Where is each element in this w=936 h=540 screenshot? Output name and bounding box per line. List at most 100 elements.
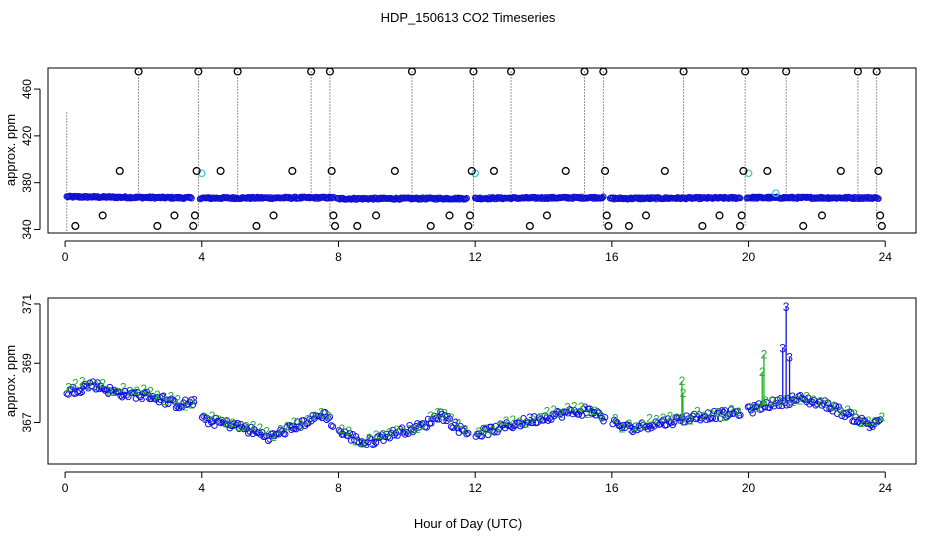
series-2-label: 2: [537, 410, 544, 424]
series-3-point: [74, 388, 81, 396]
spike-point: [542, 211, 551, 220]
bottom-x-tick-label: 16: [605, 481, 619, 495]
spike-label: 3: [779, 341, 786, 355]
spike-point: [465, 211, 475, 220]
series-3-point: [537, 416, 544, 423]
series-2-label: 2: [496, 420, 503, 434]
spike-point: [71, 221, 80, 231]
series-2-label: 2: [243, 420, 250, 434]
series-2-label: 2: [380, 428, 387, 442]
series-3-point: [198, 414, 206, 421]
series-3-label: 3: [445, 410, 452, 424]
series-2-label: 2: [325, 409, 332, 423]
series-2-label: 2: [462, 422, 469, 436]
series-3-point: [141, 389, 149, 397]
series-2-label: 2: [872, 414, 879, 428]
spike-point: [216, 166, 225, 176]
series-3-point: [88, 382, 95, 390]
series-3-point: [295, 423, 303, 430]
series-3-point: [235, 425, 243, 432]
series-3-point: [255, 429, 263, 436]
top-y-tick-label: 460: [20, 79, 34, 99]
series-3-point: [184, 400, 192, 408]
series-3-point: [131, 389, 138, 396]
series-2-label: 2: [407, 423, 414, 437]
series-3-label: 3: [846, 406, 853, 420]
series-2-label: 2: [202, 411, 209, 425]
spike-point: [467, 166, 476, 176]
series-2-label: 2: [714, 406, 721, 420]
series-3-point: [174, 403, 181, 410]
series-3-point: [824, 399, 832, 407]
spike-point: [353, 221, 362, 231]
series-2-label: 2: [120, 381, 127, 395]
series-3-point: [89, 378, 97, 385]
spike-point: [604, 221, 613, 231]
spike-point: [698, 221, 707, 231]
series-2-label: 2: [277, 423, 284, 437]
series-3-point: [601, 414, 609, 421]
series-3-point: [272, 431, 280, 438]
series-3-point: [326, 413, 334, 421]
series-3-point: [329, 423, 337, 430]
series-2-label: 2: [434, 405, 441, 419]
series-3-label: 3: [191, 394, 198, 408]
series-2-label: 2: [475, 425, 482, 439]
series-3-label: 3: [202, 412, 209, 426]
series-2-label: 2: [222, 415, 229, 429]
series-3-point: [115, 388, 123, 396]
series-3-point: [324, 415, 332, 422]
series-2-label: 2: [427, 409, 434, 423]
series-2-label: 2: [339, 422, 346, 436]
series-3-point: [634, 426, 641, 434]
series-2-label: 2: [414, 422, 421, 436]
series-2-label: 2: [209, 409, 216, 423]
series-3-point: [717, 415, 724, 422]
series-3-point: [600, 417, 607, 425]
spike-label: 3: [783, 300, 790, 314]
series-2-label: 2: [257, 421, 264, 435]
spike-point: [624, 221, 633, 231]
bottom-x-tick-label: 12: [468, 481, 482, 495]
series-3-point: [134, 388, 141, 396]
bottom-x-tick-label: 8: [335, 481, 342, 495]
series-2-label: 2: [557, 407, 564, 421]
series-2-label: 2: [530, 413, 537, 427]
series-2-label: 2: [619, 421, 626, 435]
series-2-label: 2: [106, 384, 113, 398]
spike-label: 2: [679, 374, 686, 388]
top-x-tick-label: 0: [62, 250, 69, 264]
series-3-point: [221, 420, 229, 428]
spike-point: [600, 166, 610, 176]
series-2-label: 2: [298, 417, 305, 431]
series-3-point: [875, 417, 883, 425]
series-3-point: [583, 409, 590, 417]
series-2-label: 2: [673, 411, 680, 425]
spike-point: [836, 166, 845, 176]
bottom-y-tick-label: 369: [20, 353, 34, 373]
series-2-label: 2: [851, 407, 858, 421]
series-3-point: [529, 419, 537, 427]
series-3-point: [749, 409, 756, 417]
series-3-label: 3: [434, 412, 441, 426]
series-2-label: 2: [776, 395, 783, 409]
series-3-label: 3: [462, 423, 469, 437]
series-3-point: [414, 420, 421, 427]
series-3-label: 3: [354, 434, 361, 448]
series-3-point: [100, 385, 108, 393]
series-2-label: 2: [550, 403, 557, 417]
top-x-tick-label: 16: [605, 250, 619, 264]
series-3-point: [403, 428, 410, 436]
series-3-point: [550, 412, 558, 420]
series-3-point: [867, 421, 875, 429]
series-3-point: [312, 412, 320, 419]
series-3-point: [715, 408, 723, 415]
series-3-point: [367, 435, 375, 443]
series-3-point: [658, 418, 666, 425]
spike-point: [331, 221, 340, 231]
series-3-point: [361, 439, 369, 447]
series-3-point: [309, 411, 317, 419]
series-3-point: [718, 407, 726, 414]
series-3-label: 3: [869, 419, 876, 433]
